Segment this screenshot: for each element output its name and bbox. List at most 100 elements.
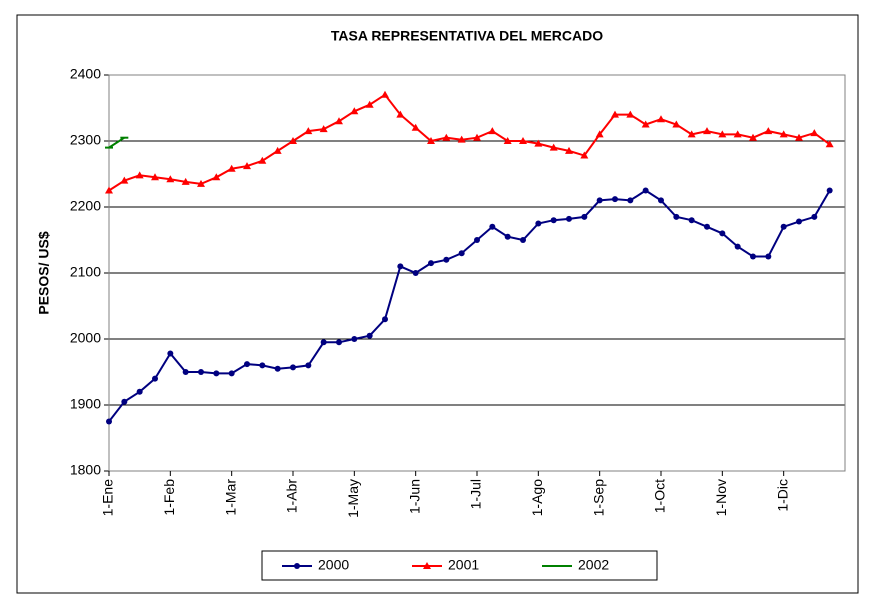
marker bbox=[198, 369, 204, 375]
marker bbox=[704, 223, 710, 230]
marker bbox=[428, 260, 434, 267]
marker bbox=[319, 125, 328, 133]
marker bbox=[304, 127, 313, 135]
marker bbox=[780, 223, 787, 230]
marker bbox=[504, 233, 511, 240]
marker bbox=[520, 237, 526, 243]
marker bbox=[274, 365, 281, 372]
marker bbox=[443, 256, 450, 263]
marker bbox=[411, 123, 420, 131]
x-tick-label: 1-Ene bbox=[100, 479, 116, 517]
marker bbox=[549, 143, 558, 151]
chart-title: TASA REPRESENTATIVA DEL MERCADO bbox=[331, 28, 603, 44]
legend bbox=[261, 550, 658, 581]
marker bbox=[580, 151, 589, 159]
y-tick-label: 1800 bbox=[70, 462, 101, 478]
legend-label: 2002 bbox=[578, 557, 609, 573]
marker bbox=[749, 133, 757, 141]
marker bbox=[396, 110, 405, 118]
marker bbox=[473, 133, 481, 141]
marker bbox=[657, 115, 665, 123]
marker bbox=[458, 250, 465, 257]
y-axis-label: PESOS/ US$ bbox=[36, 231, 52, 314]
marker bbox=[427, 137, 435, 144]
y-tick-label: 2200 bbox=[70, 198, 101, 214]
marker bbox=[642, 187, 649, 194]
marker bbox=[550, 217, 557, 224]
marker bbox=[611, 110, 619, 118]
marker bbox=[750, 253, 756, 260]
marker bbox=[796, 218, 802, 225]
marker bbox=[335, 117, 343, 125]
marker bbox=[366, 332, 373, 339]
x-tick-label: 1-Jun bbox=[406, 479, 422, 514]
marker bbox=[765, 253, 772, 260]
marker bbox=[135, 171, 144, 179]
marker bbox=[228, 370, 235, 377]
marker bbox=[106, 418, 112, 425]
marker bbox=[764, 127, 773, 135]
marker bbox=[596, 197, 603, 204]
legend-marker bbox=[294, 563, 300, 569]
marker bbox=[290, 364, 296, 371]
marker bbox=[612, 196, 618, 203]
marker bbox=[381, 90, 389, 98]
marker bbox=[488, 127, 497, 135]
marker bbox=[627, 197, 634, 204]
marker bbox=[243, 162, 251, 170]
marker bbox=[688, 217, 695, 224]
series-line bbox=[108, 136, 125, 149]
marker bbox=[365, 100, 374, 108]
marker bbox=[810, 129, 819, 137]
marker bbox=[151, 173, 159, 181]
x-tick-label: 1-Mar bbox=[222, 479, 238, 516]
x-tick-label: 1-Ago bbox=[529, 479, 545, 517]
marker bbox=[734, 243, 741, 250]
marker bbox=[534, 139, 543, 147]
marker bbox=[213, 370, 220, 377]
marker bbox=[719, 230, 726, 237]
legend-label: 2001 bbox=[448, 557, 479, 573]
marker bbox=[442, 133, 451, 141]
marker bbox=[519, 137, 527, 144]
marker bbox=[503, 137, 512, 144]
marker bbox=[826, 187, 833, 194]
marker bbox=[320, 339, 327, 346]
marker bbox=[565, 146, 573, 154]
marker bbox=[182, 369, 189, 375]
x-tick-label: 1-Abr bbox=[284, 479, 300, 514]
marker bbox=[244, 361, 250, 368]
y-tick-label: 2000 bbox=[70, 330, 101, 346]
marker bbox=[535, 220, 542, 227]
marker bbox=[167, 350, 174, 357]
marker bbox=[457, 135, 466, 143]
marker bbox=[305, 362, 312, 369]
marker bbox=[673, 213, 680, 220]
y-tick-label: 2100 bbox=[70, 264, 101, 280]
marker bbox=[336, 339, 342, 346]
marker bbox=[120, 176, 129, 184]
marker bbox=[197, 179, 205, 187]
legend-marker bbox=[423, 562, 431, 569]
marker bbox=[566, 215, 572, 222]
marker bbox=[581, 213, 588, 220]
marker bbox=[658, 197, 664, 204]
marker bbox=[397, 263, 404, 270]
marker bbox=[641, 120, 650, 128]
marker bbox=[121, 398, 128, 405]
marker bbox=[825, 140, 834, 148]
marker bbox=[703, 127, 711, 135]
x-tick-label: 1-May bbox=[345, 479, 361, 518]
marker bbox=[259, 362, 266, 369]
marker bbox=[672, 120, 681, 128]
marker bbox=[412, 270, 419, 276]
marker bbox=[795, 133, 803, 141]
y-tick-label: 1900 bbox=[70, 396, 101, 412]
marker bbox=[136, 388, 143, 395]
x-tick-label: 1-Nov bbox=[713, 479, 729, 516]
x-tick-label: 1-Jul bbox=[468, 479, 484, 509]
marker bbox=[811, 213, 818, 220]
x-tick-label: 1-Oct bbox=[652, 479, 668, 513]
marker bbox=[733, 130, 742, 138]
